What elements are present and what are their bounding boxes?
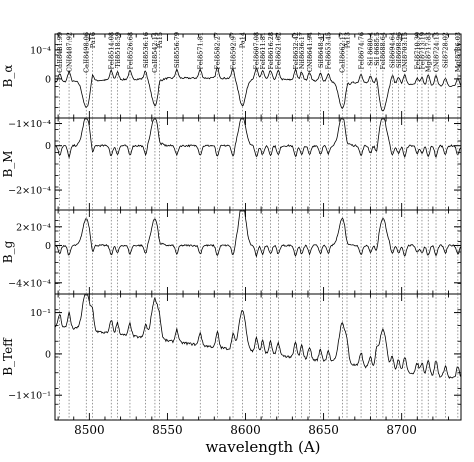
id-label: Pa13 <box>343 32 351 48</box>
id-label: FeI8616.28 <box>267 32 275 69</box>
id-label: FeI8611.81 <box>259 32 267 69</box>
panel-frame-B_g <box>54 209 462 295</box>
y-tick-label: −4×10⁻⁴ <box>8 278 51 289</box>
id-label: SiI 8685.5 <box>373 32 381 66</box>
y-axis-label-B_M: B_M <box>1 150 15 177</box>
id-label: MgI8717.83 <box>425 32 433 72</box>
x-tick-label: 8500 <box>74 423 105 437</box>
panel-frame-B_M <box>54 117 462 211</box>
id-label: TiI8518.59 <box>114 32 122 68</box>
y-tick-label: 0 <box>45 349 51 360</box>
line-identification-markers <box>59 34 459 420</box>
id-label: SiI8536.16 <box>142 32 150 68</box>
x-axis-label: wavelength (A) <box>205 438 320 456</box>
id-label: FeI8710.39 <box>414 32 422 69</box>
y-tick-label: −2×10⁻⁴ <box>8 186 51 197</box>
id-label: FeI8592.97 <box>229 32 237 69</box>
id-label: FeI8514.08 <box>108 32 116 69</box>
id-label: Pa15 <box>156 32 164 48</box>
x-tick-label: 8550 <box>152 423 183 437</box>
id-label: FeI8582.27 <box>214 32 222 69</box>
id-label: FeI8688.64 <box>379 32 387 69</box>
id-label: FeI8607.08 <box>253 32 261 69</box>
id-label: CNI8703.15 <box>401 32 409 72</box>
axes: 10⁻⁴ 0 B_α −1×10⁻⁴ 0 −2×10⁻⁴ B_M 2×10⁻⁴ 0 −4×10⁻⁴… <box>1 34 461 437</box>
y-tick-label: −1×10⁻¹ <box>8 391 51 402</box>
id-label: CNI8724.13 <box>432 32 440 72</box>
series-line-B_M <box>54 118 462 159</box>
y-tick-label: 0 <box>45 141 51 152</box>
id-label: Pa16 <box>89 32 97 48</box>
x-tick-label: 8700 <box>386 423 417 437</box>
id-label: Pa14 <box>239 32 247 48</box>
x-tick-label: 8600 <box>230 423 261 437</box>
panel-frame-B_Teff <box>54 293 462 421</box>
id-label: CaII8662.17 <box>339 32 347 73</box>
id-label: FeI8632.42 <box>292 32 300 69</box>
id-label: CaII8498.06 <box>83 32 91 73</box>
panel-frames <box>54 33 462 421</box>
id-label: CaII8481.99 <box>56 32 64 73</box>
id-label: FeI8713.19 <box>418 32 426 69</box>
id-label: CaII8542.14 <box>151 32 159 73</box>
y-axis-label-B_Teff: B_Teff <box>1 337 15 376</box>
id-label: FeI8571.81 <box>197 32 205 69</box>
id-label: SiI8694.64 <box>389 32 397 68</box>
id-label: SiI 8680.4 <box>367 32 375 66</box>
id-label: MgI8736.03 <box>454 32 462 72</box>
series-line-B_Teff <box>54 294 462 380</box>
id-label: CNI8487.92 <box>65 32 73 72</box>
id-label: SiI8648.47 <box>317 32 325 68</box>
y-tick-label: 10⁻⁴ <box>30 45 51 56</box>
id-label: SiI8556.79 <box>173 32 181 68</box>
x-tick-label: 8650 <box>308 423 339 437</box>
series-line-B_g <box>54 210 462 258</box>
y-axis-label-B_g: B_g <box>1 240 15 263</box>
id-label: SiI8698.96 <box>395 32 403 68</box>
y-tick-label: 0 <box>45 74 51 85</box>
id-label: FeI8653.45 <box>325 32 333 69</box>
id-label: NiI8636.17 <box>298 32 306 69</box>
y-axis-label-B_alpha: B_α <box>1 65 15 88</box>
id-label: FeI8621.62 <box>275 32 283 69</box>
id-label: CNI8641.94 <box>306 32 314 72</box>
id-label: FeI8674.76 <box>357 32 365 69</box>
y-tick-label: 0 <box>45 241 51 252</box>
y-tick-label: 2×10⁻⁴ <box>16 222 51 233</box>
series-line-B_alpha <box>54 66 462 112</box>
id-label: FeI8526.68 <box>126 32 134 69</box>
id-label: SiI8728.02 <box>442 32 450 68</box>
y-tick-label: −1×10⁻⁴ <box>8 119 51 130</box>
y-tick-label: 10⁻¹ <box>30 308 51 319</box>
series-lines <box>54 66 462 380</box>
